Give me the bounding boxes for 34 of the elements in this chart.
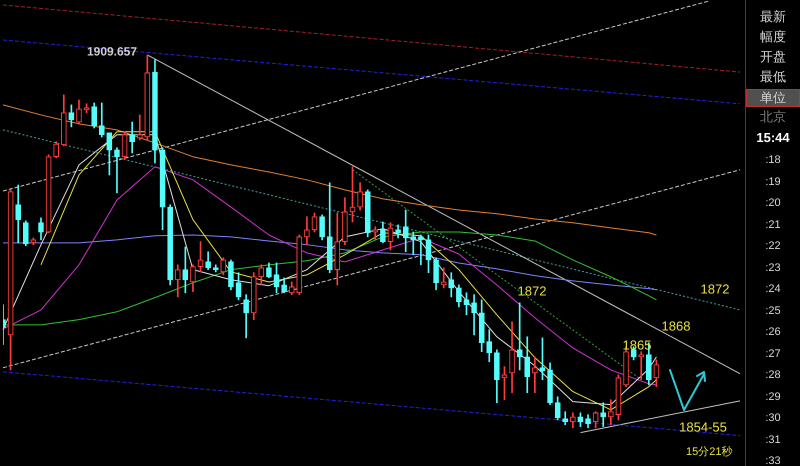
text: :25 <box>764 304 782 319</box>
candlestick <box>198 241 204 272</box>
annotation: 1868 <box>662 318 690 334</box>
text: :21 <box>764 218 782 233</box>
candlestick <box>502 366 508 400</box>
text: :20 <box>764 196 782 211</box>
text: 单位 <box>746 89 800 107</box>
text: 最低 <box>759 69 787 85</box>
candlestick <box>350 166 356 222</box>
annotation: 1872 <box>518 284 546 299</box>
candlestick <box>114 147 120 194</box>
candlestick <box>464 292 470 316</box>
text: 15:44 <box>755 130 791 146</box>
text: :24 <box>764 282 782 297</box>
candlestick <box>540 338 546 380</box>
text: :31 <box>764 433 782 448</box>
text: 15分21秒 <box>686 445 732 459</box>
text: :19 <box>764 175 782 190</box>
text: :29 <box>764 390 782 405</box>
text: :30 <box>764 411 782 426</box>
text: :33 <box>764 454 782 466</box>
text: 北京 <box>759 109 787 125</box>
text: :18 <box>764 153 782 168</box>
text: :23 <box>764 261 782 276</box>
annotation: 1872 <box>700 282 730 297</box>
text: 幅度 <box>759 29 787 45</box>
text: 开盘 <box>759 49 787 65</box>
text: :27 <box>764 347 782 362</box>
annotation: 1909.657 <box>86 44 138 58</box>
text: :22 <box>764 239 782 254</box>
text: :28 <box>764 368 782 383</box>
text: 最新 <box>759 9 787 25</box>
text: :26 <box>764 325 782 340</box>
annotation: 1854-55 <box>679 420 727 435</box>
